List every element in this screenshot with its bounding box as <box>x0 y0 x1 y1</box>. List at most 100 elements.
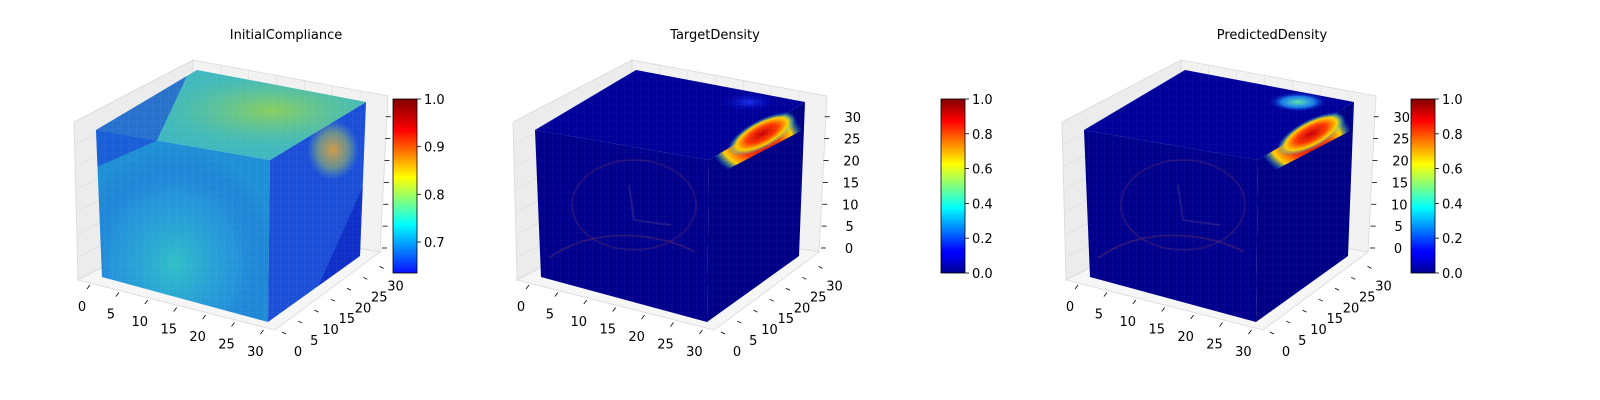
panel-title: InitialCompliance <box>230 28 343 43</box>
x-tick-label: 25 <box>1206 338 1223 353</box>
y-tick-label: 0 <box>294 345 302 360</box>
x-tick-mark <box>173 307 178 312</box>
x-tick-label: 5 <box>1095 308 1103 323</box>
colorbar-tick-label: 0.4 <box>972 197 993 212</box>
x-tick-mark <box>554 292 559 297</box>
x-tick-mark <box>699 329 703 335</box>
y-tick-label: 30 <box>1375 279 1392 294</box>
x-tick-mark <box>1074 284 1079 290</box>
panel-title: TargetDensity <box>669 28 760 43</box>
y-tick-label: 10 <box>761 323 778 338</box>
x-tick-label: 30 <box>1235 345 1252 360</box>
y-tick-mark <box>785 287 791 291</box>
z-tick-label: 0 <box>845 242 853 257</box>
colorbar-tick-label: 1.0 <box>1442 93 1463 108</box>
z-tick-label: 30 <box>844 111 861 126</box>
x-tick-mark <box>641 314 645 320</box>
z-tick-label: 5 <box>1394 220 1402 235</box>
y-tick-label: 15 <box>777 312 794 327</box>
y-tick-mark <box>363 276 368 280</box>
colorbar-tick-label: 0.2 <box>972 232 993 247</box>
x-tick-mark <box>525 284 530 290</box>
y-tick-mark <box>1286 320 1291 324</box>
x-tick-mark <box>1132 299 1137 305</box>
colorbar-gradient <box>392 98 418 274</box>
colorbar-gradient <box>940 98 966 274</box>
y-tick-label: 20 <box>355 301 372 316</box>
x-tick-label: 5 <box>107 308 115 323</box>
voxel-grid-texture <box>96 130 270 322</box>
colorbar-tick-label: 0.6 <box>1442 163 1463 178</box>
colorbar-tick-label: 0.4 <box>1442 197 1463 212</box>
x-tick-mark <box>260 329 264 335</box>
x-tick-mark <box>612 307 617 312</box>
z-tick-label: 25 <box>844 133 861 148</box>
x-tick-mark <box>670 322 674 327</box>
y-tick-mark <box>1351 276 1356 280</box>
y-tick-mark <box>818 266 823 269</box>
voxel-grid-texture <box>1084 70 1354 160</box>
y-tick-label: 0 <box>733 345 741 360</box>
x-tick-label: 30 <box>247 345 264 360</box>
x-tick-label: 15 <box>160 323 177 338</box>
y-tick-mark <box>314 309 319 313</box>
y-tick-label: 0 <box>1282 345 1290 360</box>
x-tick-mark <box>1161 307 1166 312</box>
voxel-grid-texture <box>268 102 366 322</box>
y-tick-mark <box>330 298 335 302</box>
colorbar-tick-label: 0.8 <box>1442 128 1463 143</box>
y-tick-mark <box>769 298 774 302</box>
x-tick-mark <box>1190 314 1194 320</box>
y-tick-mark <box>737 320 742 324</box>
panel-InitialCompliance: 0 5 10 15 20 25 30 051015202530InitialComplianc… <box>73 28 445 360</box>
y-tick-label: 25 <box>1359 290 1376 305</box>
y-tick-label: 30 <box>826 279 843 294</box>
x-tick-label: 10 <box>132 315 149 330</box>
y-tick-label: 20 <box>1343 301 1360 316</box>
y-tick-mark <box>1367 266 1372 269</box>
panel-title: PredictedDensity <box>1217 28 1328 43</box>
x-tick-label: 25 <box>657 338 674 353</box>
x-tick-label: 20 <box>189 330 206 345</box>
x-tick-mark <box>115 292 120 297</box>
y-tick-mark <box>720 331 726 335</box>
y-tick-mark <box>1302 309 1307 313</box>
z-tick-label: 10 <box>842 198 859 213</box>
x-tick-mark <box>144 299 149 305</box>
y-tick-mark <box>1334 287 1340 291</box>
colorbar-tick-label: 1.0 <box>972 93 993 108</box>
y-tick-mark <box>298 320 303 324</box>
voxel-grid-texture <box>707 102 805 322</box>
z-tick-label: 15 <box>1392 176 1409 191</box>
voxel-grid-texture <box>535 70 805 160</box>
colorbar-tick-label: 0.9 <box>424 141 445 156</box>
colorbar: 0.0 0.2 0.4 0.6 0.8 1.0 <box>1410 93 1463 282</box>
panel-TargetDensity: 0 5 10 15 20 25 30 051015202530051015202530Targ… <box>512 28 993 360</box>
z-tick-label: 0 <box>1394 242 1402 257</box>
x-tick-label: 20 <box>1177 330 1194 345</box>
y-tick-mark <box>379 266 384 269</box>
x-tick-mark <box>1103 292 1108 297</box>
x-tick-label: 0 <box>517 300 525 315</box>
voxel-grid-texture <box>96 70 366 160</box>
y-tick-label: 25 <box>371 290 388 305</box>
colorbar-tick-label: 0.7 <box>424 236 445 251</box>
x-tick-mark <box>1248 329 1252 335</box>
colorbar: 0.0 0.2 0.4 0.6 0.8 1.0 <box>940 93 993 282</box>
x-tick-label: 0 <box>78 300 86 315</box>
x-tick-label: 15 <box>1148 323 1165 338</box>
y-tick-label: 5 <box>1298 334 1306 349</box>
x-tick-label: 0 <box>1066 300 1074 315</box>
colorbar-tick-label: 0.0 <box>972 267 993 282</box>
x-tick-label: 25 <box>218 338 235 353</box>
x-tick-mark <box>1219 322 1223 327</box>
x-tick-label: 30 <box>686 345 703 360</box>
y-tick-mark <box>1269 331 1275 335</box>
z-tick-label: 30 <box>1393 111 1410 126</box>
z-tick-label: 20 <box>843 155 860 170</box>
colorbar-tick-label: 0.8 <box>424 188 445 203</box>
x-tick-label: 20 <box>628 330 645 345</box>
y-tick-label: 30 <box>387 279 404 294</box>
y-tick-label: 5 <box>749 334 757 349</box>
y-tick-label: 15 <box>1326 312 1343 327</box>
